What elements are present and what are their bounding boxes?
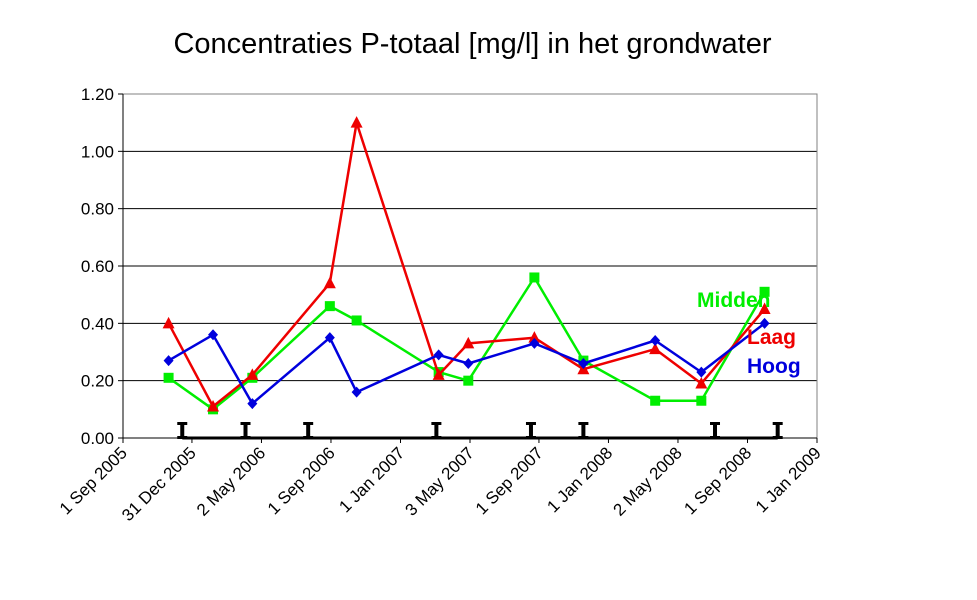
- y-tick-label: 0.00: [81, 429, 114, 448]
- data-point-hoog: [247, 398, 258, 410]
- data-point-baseline: [243, 423, 248, 439]
- x-tick-label: 1 Jan 2007: [335, 443, 408, 516]
- data-point-midden: [163, 372, 174, 383]
- y-tick-label: 0.40: [81, 314, 114, 333]
- data-point-baseline-base: [240, 436, 251, 439]
- data-point-laag: [432, 368, 445, 380]
- data-point-laag: [207, 399, 220, 412]
- data-point-baseline: [581, 423, 586, 439]
- data-point-baseline: [775, 423, 780, 439]
- x-tick-label: 2 May 2006: [193, 443, 269, 519]
- y-tick-label: 0.20: [81, 372, 114, 391]
- series-line-hoog: [167, 322, 766, 405]
- data-point-laag: [758, 302, 771, 314]
- x-tick-label: 1 Sep 2006: [264, 443, 339, 518]
- data-point-baseline-cap: [303, 422, 314, 425]
- data-point-hoog: [433, 349, 444, 361]
- data-point-laag: [350, 116, 363, 128]
- data-point-hoog: [463, 357, 474, 369]
- data-point-baseline: [306, 423, 311, 439]
- data-point-midden: [463, 375, 474, 386]
- data-point-midden: [324, 301, 335, 312]
- data-point-baseline: [713, 423, 718, 439]
- data-point-midden: [529, 272, 540, 283]
- y-tick-label: 0.60: [81, 257, 114, 276]
- data-point-midden: [696, 395, 707, 406]
- data-point-baseline: [180, 423, 185, 439]
- data-point-baseline-base: [177, 436, 188, 439]
- x-tick-label: 2 May 2008: [610, 443, 686, 519]
- data-point-baseline-base: [303, 436, 314, 439]
- data-point-baseline-base: [772, 436, 783, 439]
- data-point-baseline-base: [710, 436, 721, 439]
- data-point-midden: [759, 286, 770, 297]
- gridlines: [123, 93, 817, 382]
- data-point-hoog: [208, 329, 219, 341]
- data-point-hoog: [529, 337, 540, 349]
- data-point-baseline-cap: [772, 422, 783, 425]
- data-point-hoog: [759, 317, 770, 329]
- data-point-baseline-cap: [177, 422, 188, 425]
- data-point-hoog: [578, 357, 589, 369]
- series-layer: [162, 116, 783, 440]
- data-point-midden: [351, 315, 362, 326]
- data-point-baseline-base: [578, 436, 589, 439]
- x-tick-label: 1 Jan 2008: [543, 443, 616, 516]
- y-tick-label: 0.80: [81, 200, 114, 219]
- x-tick-label: 1 Sep 2008: [680, 443, 755, 518]
- data-point-hoog: [650, 335, 661, 347]
- series-line-midden: [167, 276, 766, 411]
- data-point-baseline-cap: [578, 422, 589, 425]
- series-hoog: [163, 317, 770, 410]
- data-point-laag: [649, 342, 662, 355]
- data-point-hoog: [351, 386, 362, 398]
- data-point-laag: [323, 276, 336, 289]
- data-point-baseline: [528, 423, 533, 439]
- data-point-baseline-base: [525, 436, 536, 439]
- data-point-laag: [462, 336, 475, 349]
- data-point-baseline-cap: [240, 422, 251, 425]
- x-tick-label: 1 Jan 2009: [752, 443, 825, 516]
- legend-label-hoog: Hoog: [747, 355, 801, 378]
- data-point-laag: [246, 368, 259, 380]
- x-tick-label: 1 Sep 2007: [472, 443, 547, 518]
- legend: Midden Laag Hoog: [697, 289, 801, 378]
- data-point-baseline: [434, 423, 439, 439]
- legend-label-midden: Midden: [697, 289, 771, 312]
- data-point-hoog: [324, 332, 335, 344]
- x-tick-label: 1 Sep 2005: [56, 443, 131, 518]
- data-point-hoog: [696, 366, 707, 378]
- data-point-hoog: [163, 355, 174, 367]
- data-point-midden: [650, 395, 661, 406]
- data-point-baseline-cap: [431, 422, 442, 425]
- series-laag: [162, 116, 771, 412]
- legend-label-laag: Laag: [747, 326, 796, 349]
- data-point-baseline-base: [431, 436, 442, 439]
- x-tick-label: 3 May 2007: [402, 443, 478, 519]
- y-tick-label: 1.00: [81, 142, 114, 161]
- chart-title: Concentraties P-totaal [mg/l] in het gro…: [173, 28, 772, 60]
- x-tick-label: 31 Dec 2005: [118, 443, 200, 525]
- data-point-baseline-cap: [525, 422, 536, 425]
- data-point-laag: [162, 316, 175, 329]
- y-tick-label: 1.20: [81, 85, 114, 104]
- data-point-laag: [528, 331, 541, 343]
- data-point-baseline-cap: [710, 422, 721, 425]
- series-baseline: [177, 422, 783, 440]
- data-point-laag: [695, 377, 708, 389]
